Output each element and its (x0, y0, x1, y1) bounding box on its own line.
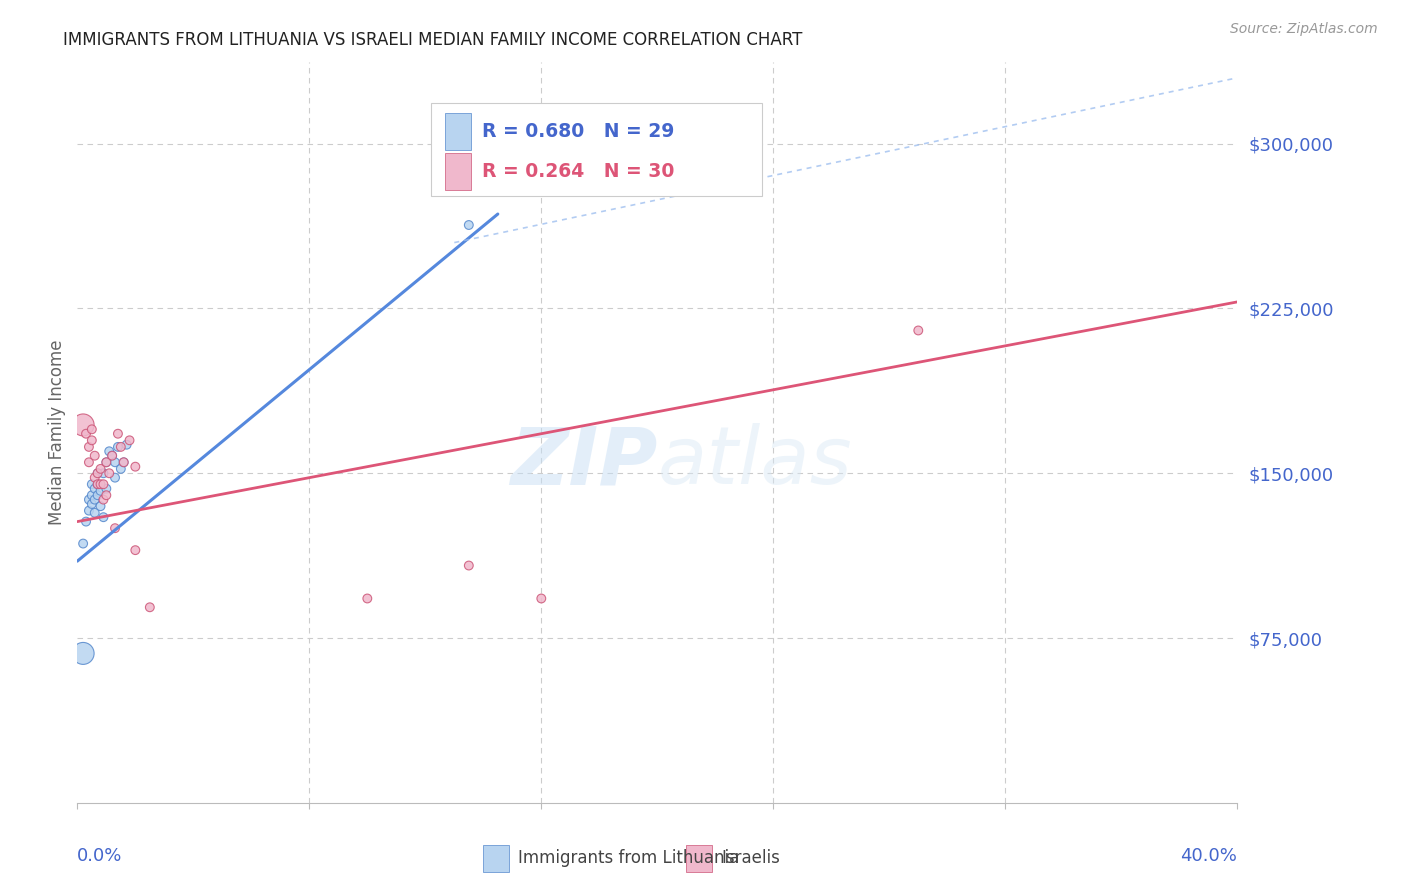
Bar (484, 845, 509, 871)
Point (90, 483, 111, 498)
Text: 0.0%: 0.0% (77, 847, 122, 865)
Point (124, 459, 146, 474)
Point (110, 462, 132, 476)
Point (77, 440, 100, 454)
Point (530, 591, 553, 606)
Point (118, 434, 141, 448)
Point (124, 543, 146, 558)
Point (93, 510, 115, 524)
FancyBboxPatch shape (432, 103, 762, 195)
Text: atlas: atlas (658, 423, 852, 501)
Point (107, 440, 129, 454)
Text: 40.0%: 40.0% (1181, 847, 1237, 865)
Point (83, 492, 105, 507)
Point (104, 521, 127, 535)
Point (101, 449, 124, 463)
Point (72, 536, 94, 550)
Point (90, 500, 111, 514)
Point (93, 467, 115, 481)
Point (96, 455, 118, 469)
Point (77, 455, 100, 469)
Point (115, 438, 138, 452)
Point (86, 467, 108, 481)
Point (104, 470, 127, 484)
Point (83, 449, 105, 463)
Text: R = 0.680   N = 29: R = 0.680 N = 29 (482, 122, 675, 141)
Point (75, 426, 97, 441)
Point (80, 488, 103, 502)
Point (457, 558, 479, 573)
Text: Immigrants from Lithuania: Immigrants from Lithuania (517, 849, 740, 867)
Point (80, 497, 103, 511)
Point (86, 477, 108, 491)
Point (80, 422, 103, 436)
Point (72, 417, 94, 432)
Point (139, 600, 162, 615)
Point (112, 455, 135, 469)
Point (107, 426, 129, 441)
Point (93, 477, 115, 491)
Point (96, 455, 118, 469)
Point (90, 462, 111, 476)
Point (110, 440, 132, 454)
Text: IMMIGRANTS FROM LITHUANIA VS ISRAELI MEDIAN FAMILY INCOME CORRELATION CHART: IMMIGRANTS FROM LITHUANIA VS ISRAELI MED… (63, 31, 803, 49)
Point (80, 477, 103, 491)
Point (83, 482, 105, 496)
Point (907, 323, 929, 337)
Bar (446, 153, 471, 190)
Point (77, 503, 100, 517)
Point (86, 467, 108, 481)
Point (86, 477, 108, 491)
Point (112, 455, 135, 469)
Text: R = 0.264   N = 30: R = 0.264 N = 30 (482, 161, 675, 181)
Text: ZIP: ZIP (510, 423, 658, 501)
Point (83, 506, 105, 520)
Bar (446, 112, 471, 150)
Point (101, 449, 124, 463)
Point (86, 488, 108, 502)
Y-axis label: Median Family Income: Median Family Income (48, 340, 66, 525)
Point (77, 492, 100, 507)
Point (104, 455, 127, 469)
Point (98, 444, 121, 458)
Text: Source: ZipAtlas.com: Source: ZipAtlas.com (1230, 22, 1378, 37)
Point (457, 218, 479, 232)
Point (80, 434, 103, 448)
Bar (686, 845, 711, 871)
Point (356, 591, 378, 606)
Point (96, 488, 118, 502)
Point (96, 482, 118, 496)
Point (93, 492, 115, 507)
Point (83, 470, 105, 484)
Point (75, 515, 97, 529)
Point (98, 467, 121, 481)
Point (72, 647, 94, 661)
Point (90, 477, 111, 491)
Text: Israelis: Israelis (721, 849, 780, 867)
